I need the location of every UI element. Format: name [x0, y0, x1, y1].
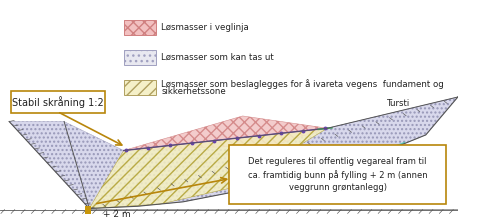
Text: Tursti: Tursti [387, 99, 410, 108]
Text: Løsmasser i veglinja: Løsmasser i veglinja [161, 23, 249, 32]
FancyBboxPatch shape [124, 20, 156, 35]
Polygon shape [124, 116, 327, 151]
Polygon shape [89, 128, 327, 209]
Polygon shape [382, 141, 405, 152]
FancyBboxPatch shape [124, 50, 156, 65]
Text: + 2 m: + 2 m [103, 210, 131, 219]
Text: Løsmasser som beslaglegges for å ivareta vegens  fundament og: Løsmasser som beslaglegges for å ivareta… [161, 79, 444, 89]
Text: Stabil skråning 1:2: Stabil skråning 1:2 [12, 96, 104, 108]
FancyBboxPatch shape [229, 145, 446, 204]
FancyBboxPatch shape [11, 91, 106, 113]
Text: sikkerhetssone: sikkerhetssone [161, 87, 226, 96]
Bar [85, 206, 91, 214]
FancyBboxPatch shape [124, 80, 156, 95]
Text: Løsmasser som kan tas ut: Løsmasser som kan tas ut [161, 53, 274, 62]
Polygon shape [9, 97, 458, 209]
Text: Det reguleres til offentlig vegareal fram til
ca. framtidig bunn på fylling + 2 : Det reguleres til offentlig vegareal fra… [248, 157, 427, 192]
